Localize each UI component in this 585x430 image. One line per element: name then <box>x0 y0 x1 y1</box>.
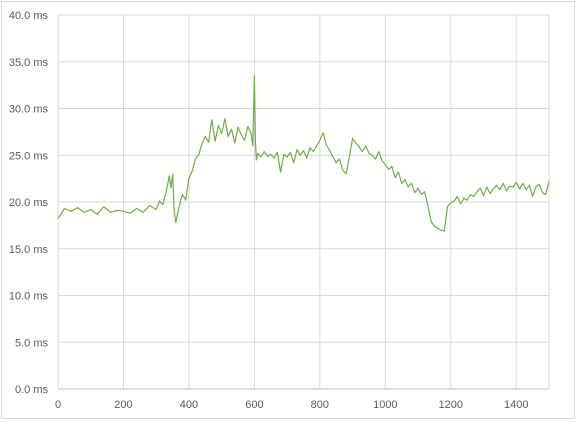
x-tick-label: 0 <box>55 399 61 411</box>
y-tick-label: 0.0 ms <box>15 384 49 396</box>
chart-frame <box>1 1 575 419</box>
x-tick-label: 200 <box>114 399 132 411</box>
x-tick-label: 600 <box>245 399 263 411</box>
y-tick-label: 25.0 ms <box>9 150 49 162</box>
y-tick-label: 35.0 ms <box>9 57 49 69</box>
y-tick-label: 5.0 ms <box>15 337 49 349</box>
series-group <box>57 75 550 232</box>
x-axis-tick-labels: 0 200 400 600 800 1000 1200 1400 <box>55 399 529 411</box>
x-tick-label: 1400 <box>504 399 528 411</box>
y-tick-label: 15.0 ms <box>9 244 49 256</box>
y-tick-label: 40.0 ms <box>9 10 49 22</box>
y-axis-tick-labels: 0.0 ms 5.0 ms 10.0 ms 15.0 ms 20.0 ms 25.0 ms… <box>9 10 49 396</box>
x-tick-label: 1200 <box>439 399 463 411</box>
y-tick-label: 10.0 ms <box>9 291 49 303</box>
y-tick-label: 20.0 ms <box>9 197 49 209</box>
horizontal-gridlines <box>58 14 549 343</box>
x-tick-label: 800 <box>311 399 329 411</box>
y-tick-label: 30.0 ms <box>9 104 49 116</box>
x-tick-label: 1000 <box>373 399 397 411</box>
x-tick-label: 400 <box>180 399 198 411</box>
series-line <box>57 75 550 232</box>
